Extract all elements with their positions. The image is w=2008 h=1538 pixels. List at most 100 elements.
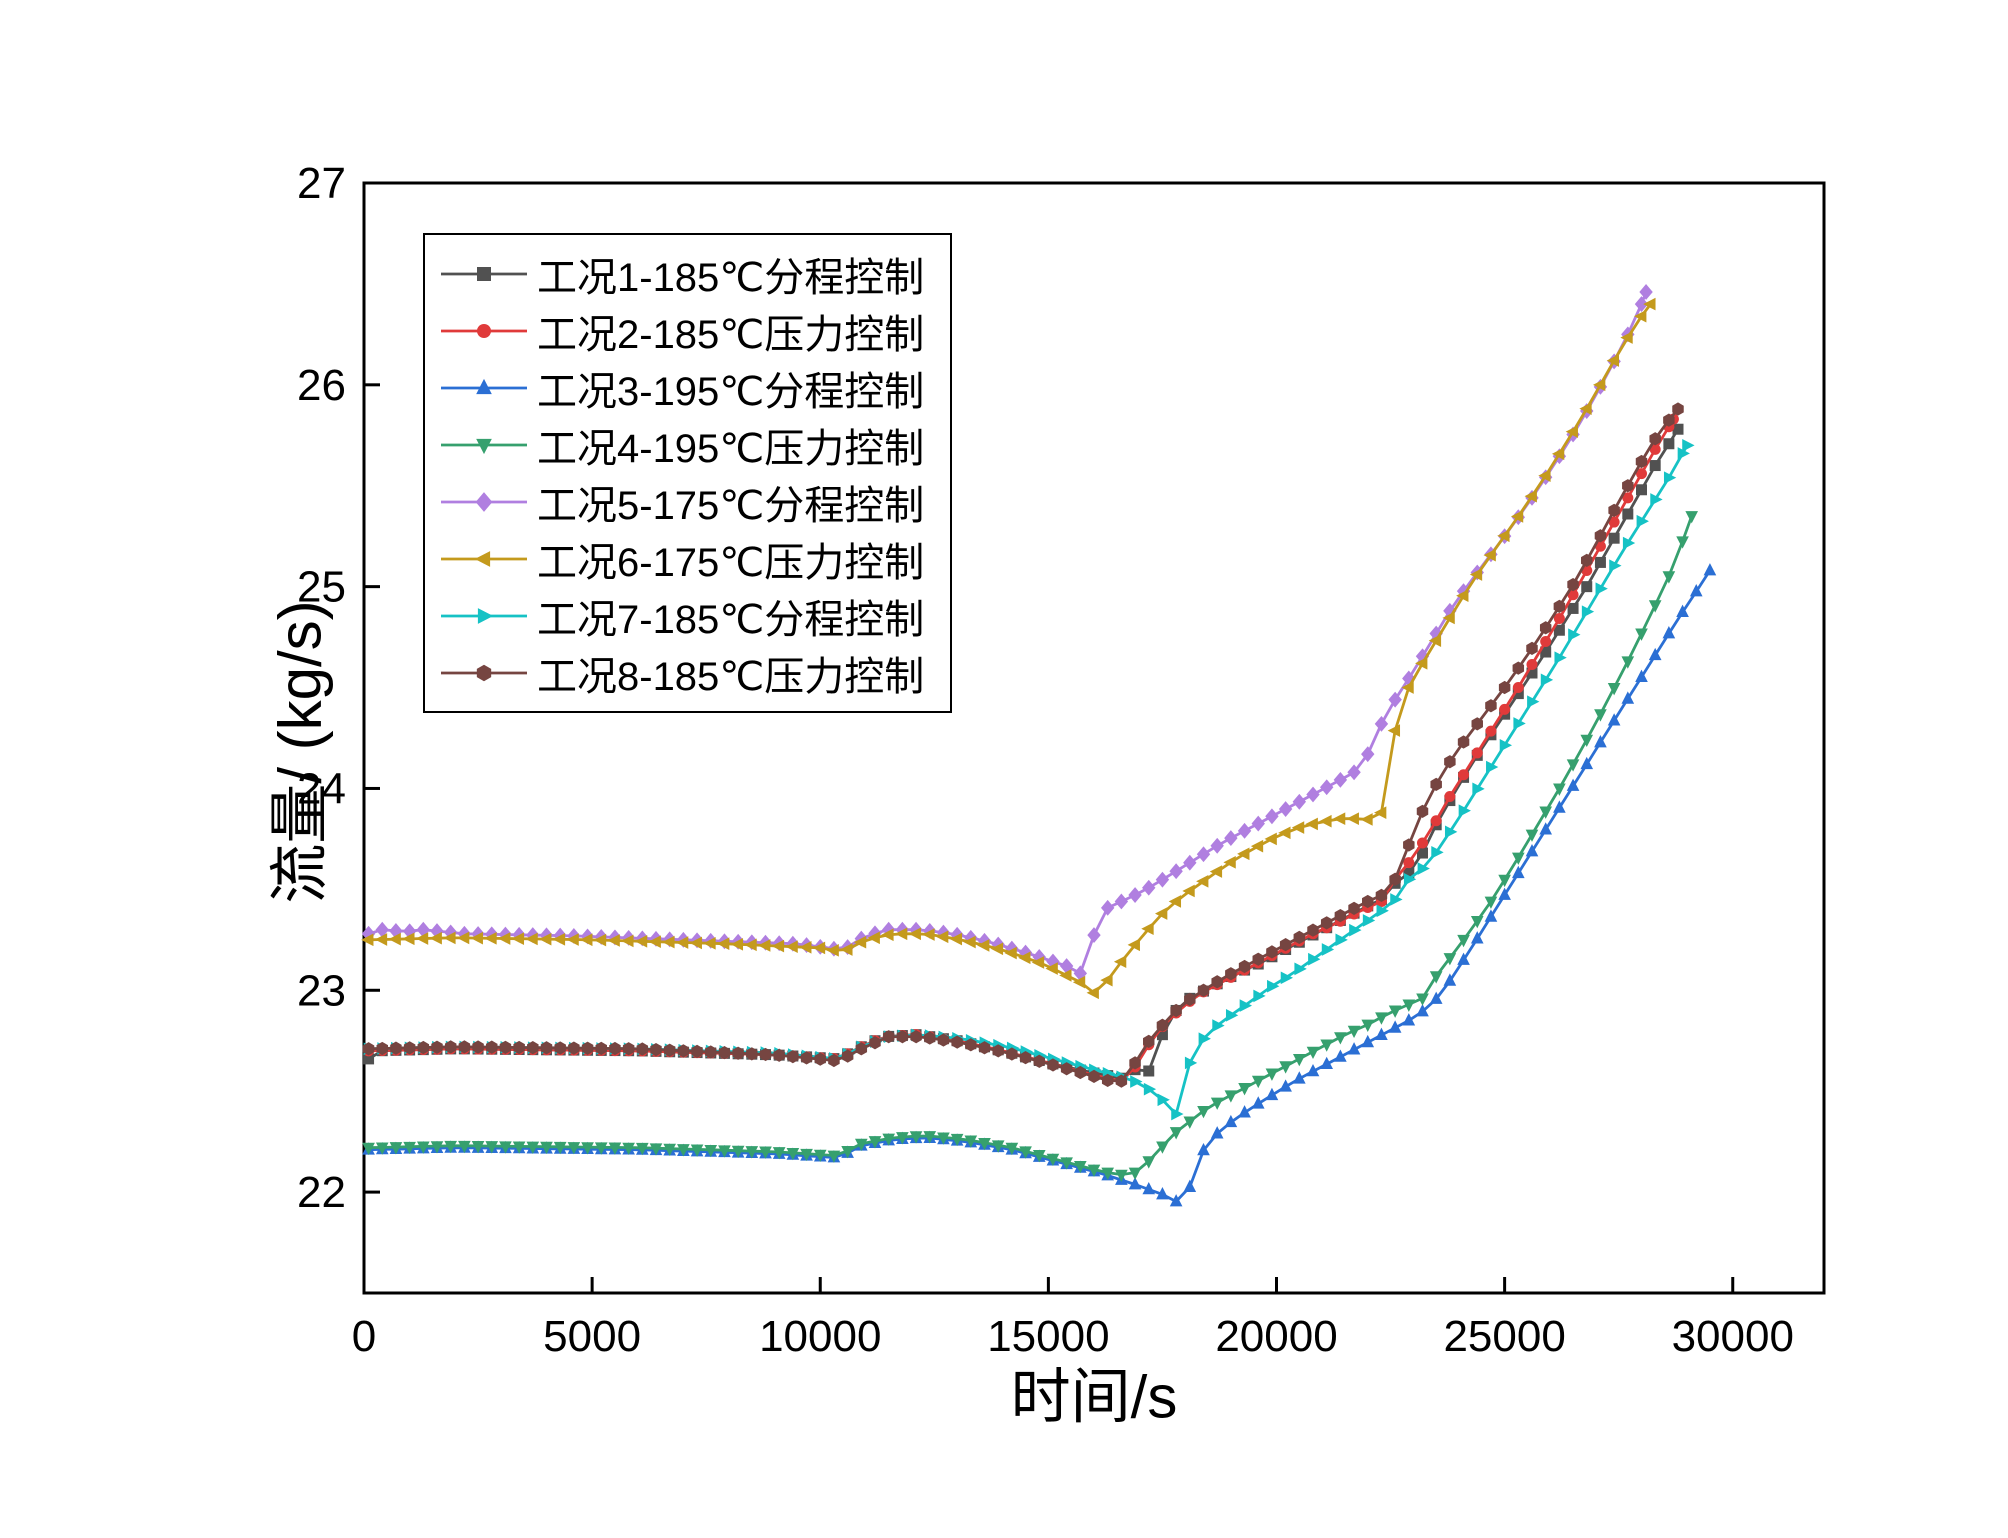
- circle-marker-icon: [1526, 659, 1538, 671]
- triangle-left-marker-icon: [1401, 681, 1414, 694]
- triangle-left-marker-icon: [1223, 856, 1236, 869]
- triangle-down-marker-icon: [512, 1141, 526, 1154]
- hexagon-marker-icon: [1006, 1047, 1018, 1061]
- hexagon-marker-icon: [417, 1040, 430, 1055]
- triangle-left-marker-icon: [1332, 812, 1346, 826]
- x-axis-title: 时间/s: [1010, 1363, 1178, 1431]
- hexagon-marker-icon: [1526, 641, 1538, 656]
- triangle-up-marker-icon: [1224, 1114, 1238, 1128]
- triangle-up-marker-icon: [1347, 1042, 1361, 1055]
- triangle-up-marker-icon: [1689, 584, 1703, 597]
- legend-swatch: [441, 491, 527, 512]
- hexagon-marker-icon: [1143, 1034, 1155, 1049]
- hexagon-marker-icon: [1444, 755, 1456, 769]
- legend-item-4: 工况4-195℃压力控制: [437, 416, 924, 473]
- series-8: [362, 402, 1684, 1088]
- legend-item-7: 工况7-185℃分程控制: [437, 587, 924, 644]
- hexagon-marker-icon: [1567, 577, 1579, 592]
- hexagon-marker-icon: [581, 1041, 594, 1055]
- triangle-down-marker-icon: [430, 1141, 444, 1154]
- legend-label: 工况2-185℃压力控制: [537, 312, 925, 357]
- triangle-left-marker-icon: [1497, 529, 1510, 543]
- triangle-left-marker-icon: [1456, 589, 1469, 603]
- triangle-left-marker-icon: [1209, 865, 1223, 878]
- triangle-up-marker-icon: [1279, 1079, 1292, 1092]
- triangle-down-marker-icon: [1676, 536, 1689, 549]
- triangle-right-marker-icon: [1431, 846, 1444, 859]
- diamond-marker-icon: [1183, 854, 1197, 871]
- triangle-left-marker-icon: [840, 943, 853, 956]
- diamond-marker-icon: [1319, 779, 1334, 796]
- triangle-up-marker-icon: [1169, 1194, 1183, 1207]
- diamond-marker-icon: [1292, 793, 1307, 810]
- hexagon-marker-icon: [1060, 1062, 1073, 1076]
- triangle-up-marker-icon: [1553, 800, 1566, 813]
- triangle-left-marker-icon: [1086, 986, 1099, 1000]
- triangle-down-marker-icon: [663, 1143, 677, 1157]
- triangle-down-marker-icon: [964, 1135, 978, 1148]
- square-marker-icon: [1672, 423, 1684, 435]
- triangle-down-marker-icon: [1210, 1097, 1224, 1110]
- diamond-marker-icon: [1347, 764, 1361, 781]
- triangle-up-marker-icon: [1498, 887, 1511, 900]
- triangle-up-marker-icon: [1594, 735, 1607, 748]
- hexagon-marker-icon: [1539, 621, 1552, 635]
- legend-item-8: 工况8-185℃压力控制: [437, 644, 924, 701]
- triangle-left-marker-icon: [1141, 922, 1154, 936]
- hexagon-marker-icon: [1088, 1069, 1100, 1084]
- triangle-left-marker-icon: [771, 939, 785, 953]
- triangle-left-marker-icon: [1168, 895, 1182, 908]
- triangle-left-marker-icon: [730, 937, 744, 951]
- triangle-up-marker-icon: [1402, 1013, 1416, 1026]
- triangle-right-marker-icon: [1225, 1008, 1239, 1022]
- triangle-right-marker-icon: [1349, 923, 1362, 937]
- y-tick-label: 27: [297, 159, 346, 208]
- triangle-down-marker-icon: [1402, 999, 1416, 1012]
- hexagon-marker-icon: [1375, 888, 1388, 903]
- triangle-right-marker-icon: [1581, 605, 1595, 618]
- triangle-up-marker-icon: [1662, 626, 1676, 639]
- triangle-down-marker-icon: [1073, 1160, 1087, 1174]
- x-tick-label: 10000: [759, 1312, 881, 1361]
- square-marker-icon: [1567, 602, 1579, 614]
- hexagon-marker-icon: [1663, 413, 1675, 427]
- triangle-left-marker-icon: [1524, 489, 1537, 503]
- triangle-down-marker-icon: [1115, 1169, 1128, 1183]
- series-4: [362, 511, 1699, 1183]
- diamond-marker-icon: [1237, 822, 1252, 839]
- triangle-down-marker-icon: [416, 1141, 430, 1154]
- hexagon-marker-icon: [1293, 930, 1306, 945]
- triangle-down-marker-icon: [1635, 628, 1648, 641]
- triangle-left-marker-icon: [1045, 962, 1058, 975]
- square-marker-icon: [1636, 484, 1647, 496]
- legend-label: 工况5-175℃分程控制: [537, 483, 925, 528]
- triangle-left-marker-icon: [1360, 813, 1373, 826]
- triangle-down-marker-icon: [1347, 1025, 1361, 1039]
- triangle-down-marker-icon: [1101, 1167, 1115, 1181]
- triangle-down-marker-icon: [1539, 806, 1553, 819]
- triangle-left-marker-icon: [1415, 657, 1428, 670]
- square-marker-icon: [1143, 1065, 1155, 1077]
- hexagon-marker-icon: [663, 1043, 676, 1057]
- triangle-down-marker-icon: [1019, 1146, 1032, 1159]
- triangle-down-marker-icon: [362, 1142, 375, 1156]
- hexagon-marker-icon: [1252, 952, 1264, 966]
- triangle-right-marker-icon: [1130, 1075, 1143, 1088]
- triangle-down-marker-icon: [389, 1142, 403, 1155]
- triangle-down-marker-icon: [485, 1141, 499, 1154]
- hexagon-marker-icon: [691, 1044, 703, 1059]
- triangle-left-marker-icon: [1374, 806, 1387, 819]
- triangle-down-marker-icon: [635, 1142, 649, 1156]
- triangle-left-marker-icon: [361, 933, 374, 947]
- legend-label: 工况8-185℃压力控制: [537, 654, 925, 699]
- triangle-up-marker-icon: [1210, 1126, 1224, 1139]
- x-tick-label: 5000: [543, 1312, 641, 1361]
- legend-item-5: 工况5-175℃分程控制: [437, 473, 924, 530]
- triangle-left-marker-icon: [1442, 611, 1455, 625]
- triangle-up-marker-icon: [1635, 669, 1648, 682]
- hexagon-marker-icon: [1608, 503, 1620, 517]
- diamond-marker-icon: [1210, 837, 1224, 854]
- triangle-down-marker-icon: [1334, 1032, 1347, 1045]
- triangle-down-marker-icon: [991, 1140, 1005, 1153]
